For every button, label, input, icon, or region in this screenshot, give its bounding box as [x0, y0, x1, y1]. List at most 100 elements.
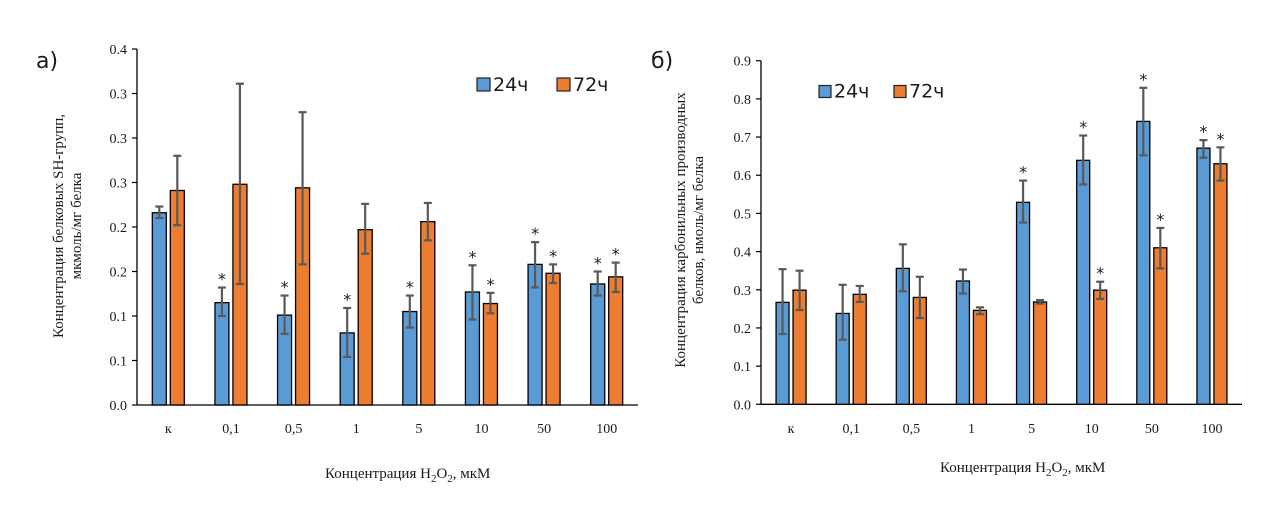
bar-24h: [1015, 201, 1031, 405]
bar-24h: [1196, 147, 1211, 405]
x-tick-label: 50: [1145, 422, 1159, 437]
legend-swatch-24h: [476, 77, 491, 92]
x-title-text: O: [1051, 460, 1062, 476]
bar-24h: [1136, 120, 1151, 405]
significance-marker: *: [531, 224, 539, 243]
y-tick-label: 0.2: [110, 221, 128, 236]
x-tick-label: 100: [1201, 422, 1222, 437]
x-tick-label: 100: [596, 422, 617, 437]
x-tick-label: 10: [474, 422, 488, 437]
significance-marker: *: [612, 245, 620, 264]
x-tick-label: 50: [537, 422, 551, 437]
bar-24h: [955, 280, 971, 405]
y-tick-label: 0.1: [734, 360, 752, 375]
y-axis-title: Концентрация белковых SH-групп,: [51, 114, 67, 338]
bar-72h: [357, 229, 373, 406]
significance-marker: *: [343, 290, 351, 309]
x-title-text: Концентрация H: [940, 460, 1046, 476]
significance-marker: *: [1139, 70, 1147, 89]
y-tick-label: 0.3: [110, 177, 128, 192]
legend-label: 72ч: [573, 74, 608, 96]
significance-marker: *: [281, 278, 289, 297]
x-tick-label: 1: [968, 422, 975, 437]
x-title-subscript: 2: [431, 473, 437, 485]
y-axis-title: белков, нмоль/мг белка: [691, 156, 707, 305]
y-tick-label: 0.8: [734, 93, 752, 108]
legend-swatch-72h: [893, 84, 907, 99]
y-tick-label: 0.4: [734, 246, 752, 261]
x-tick-label: 1: [353, 422, 360, 437]
y-tick-label: 0.5: [734, 207, 752, 222]
bar-72h: [972, 309, 988, 405]
y-tick-label: 0.7: [734, 131, 752, 146]
significance-marker: *: [594, 254, 602, 273]
x-title-text: , мкМ: [453, 466, 491, 482]
y-tick-label: 0.9: [734, 55, 752, 70]
x-tick-label: к: [788, 422, 795, 437]
bar-24h: [151, 212, 167, 406]
x-tick-label: 5: [415, 422, 422, 437]
bar-72h: [608, 276, 624, 406]
significance-marker: *: [1079, 118, 1087, 137]
y-axis-title: Концентрация карбонильных производных: [673, 92, 689, 368]
bar-72h: [1213, 163, 1228, 405]
x-tick-label: 10: [1085, 422, 1099, 437]
y-tick-label: 0.4: [110, 43, 128, 58]
chart-panel-a: а) 0.0 0.1 0.1 0.2 0.2 0.3 0.3 0.3 0.4 к 0,1 * 0,5 * 1 *…: [36, 43, 638, 485]
bar-72h: [1032, 301, 1048, 405]
x-title-text: O: [436, 466, 447, 482]
x-tick-label: 0,5: [285, 422, 303, 437]
legend-label: 24ч: [493, 74, 528, 96]
y-axis-title: мкмоль/мг белка: [69, 172, 85, 279]
significance-marker: *: [1216, 129, 1224, 148]
y-tick-label: 0.6: [734, 169, 752, 184]
chart-panel-b: б) 0.0 0.1 0.2 0.3 0.4 0.5 0.6 0.7 0.8 0.9 к 0,1 0,5 1…: [651, 49, 1242, 479]
bar-72h: [545, 272, 561, 406]
y-tick-label: 0.0: [110, 399, 128, 414]
significance-marker: *: [486, 275, 494, 294]
bar-24h: [1076, 159, 1091, 405]
significance-marker: *: [1019, 163, 1027, 182]
y-tick-label: 0.2: [734, 322, 752, 337]
bar-72h: [1153, 247, 1168, 405]
y-tick-label: 0.3: [734, 284, 752, 299]
panel-label: а): [36, 49, 58, 74]
legend-swatch-24h: [818, 84, 832, 99]
y-tick-label: 0.1: [110, 355, 128, 370]
y-tick-label: 0.2: [110, 266, 128, 281]
legend-label: 72ч: [909, 81, 944, 103]
bar-72h: [482, 302, 499, 406]
x-title-text: Концентрация H: [325, 466, 431, 482]
x-tick-label: 0,1: [222, 422, 240, 437]
y-tick-label: 0.3: [110, 88, 128, 103]
x-tick-label: к: [165, 422, 172, 437]
significance-marker: *: [1199, 122, 1207, 141]
bar-24h: [590, 283, 606, 406]
legend-swatch-72h: [556, 77, 571, 92]
significance-marker: *: [549, 246, 557, 265]
y-tick-label: 0.1: [110, 310, 128, 325]
y-tick-label: 0.3: [110, 132, 128, 147]
legend-label: 24ч: [834, 81, 869, 103]
significance-marker: *: [468, 247, 476, 266]
x-tick-label: 0,1: [842, 422, 860, 437]
significance-marker: *: [218, 270, 226, 289]
significance-marker: *: [406, 278, 414, 297]
y-tick-label: 0.0: [734, 398, 752, 413]
x-title-subscript: 2: [1046, 467, 1052, 479]
significance-marker: *: [1156, 210, 1164, 229]
x-tick-label: 0,5: [903, 422, 921, 437]
bar-24h: [214, 301, 230, 406]
x-title-subscript: 2: [447, 473, 453, 485]
panel-label: б): [651, 49, 673, 74]
bar-72h: [852, 293, 867, 405]
bar-72h: [420, 221, 436, 406]
x-title-subscript: 2: [1062, 467, 1068, 479]
x-axis-title: Концентрация H2O2, мкМ: [325, 466, 490, 485]
bar-72h: [1093, 289, 1108, 405]
x-axis-title: Концентрация H2O2, мкМ: [940, 460, 1105, 479]
significance-marker: *: [1096, 264, 1104, 283]
x-tick-label: 5: [1028, 422, 1035, 437]
x-title-text: , мкМ: [1068, 460, 1106, 476]
